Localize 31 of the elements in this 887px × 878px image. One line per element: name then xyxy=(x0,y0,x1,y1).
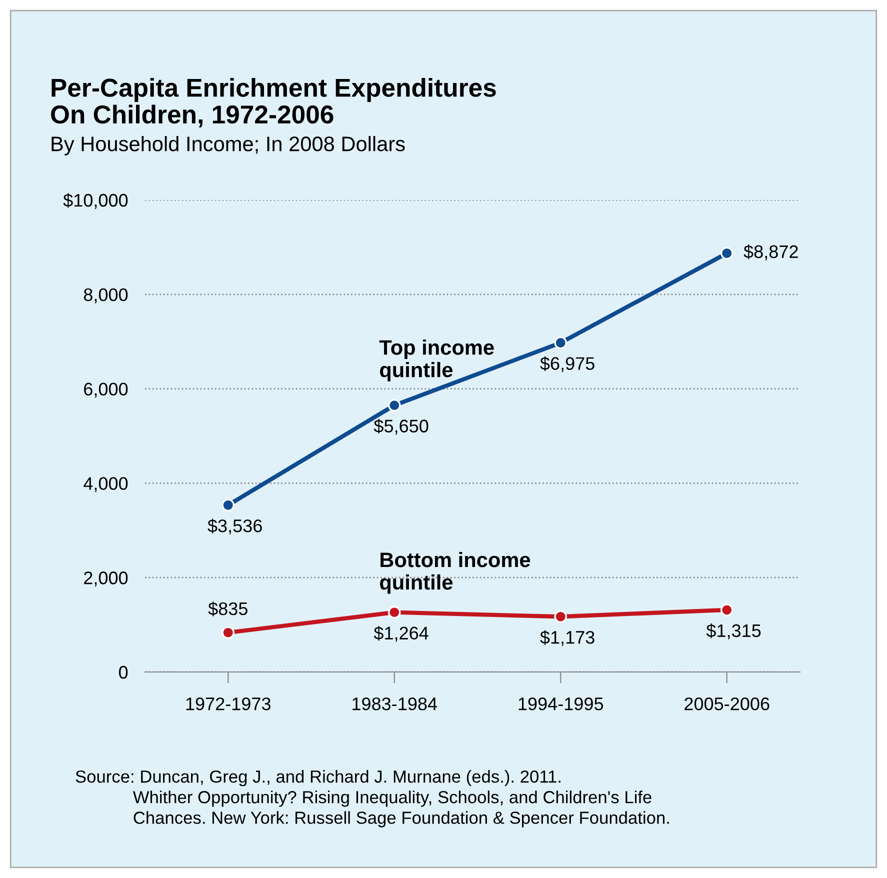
y-tick-label: 4,000 xyxy=(84,477,128,492)
point xyxy=(388,606,401,619)
source-note: Source: Duncan, Greg J., and Richard J. Murnane (eds.). 2011. Whither Opportunity? Rising Inequality, Schools, and Children's Life Chances. New York: Russell Sage Foundation & Spencer Foundation. xyxy=(76,770,669,828)
point xyxy=(554,336,567,350)
point xyxy=(720,604,734,616)
y-tick-label: $10,000 xyxy=(63,193,128,209)
point xyxy=(554,610,567,624)
x-tick-label: 2005-2006 xyxy=(684,697,770,710)
chart-subtitle: By Household Income; In 2008 Dollars xyxy=(52,136,405,156)
y-tick-label: 6,000 xyxy=(84,382,128,398)
y-tick-label: 2,000 xyxy=(84,572,128,586)
data-label: $6,975 xyxy=(540,356,594,372)
data-label: $3,536 xyxy=(208,518,262,534)
x-tick-label: 1972-1973 xyxy=(186,697,271,710)
data-label: $5,650 xyxy=(374,418,428,435)
data-label: $1,264 xyxy=(374,626,428,642)
point xyxy=(222,498,235,512)
y-tick-label: 0 xyxy=(119,666,128,679)
x-tick-label: 1983-1984 xyxy=(352,697,438,710)
data-label: $1,173 xyxy=(540,630,594,646)
point xyxy=(388,398,401,412)
y-tick-label: 8,000 xyxy=(84,288,128,304)
data-label: $1,315 xyxy=(706,624,761,640)
data-label: $835 xyxy=(208,602,248,616)
point xyxy=(720,246,734,260)
series-label: Bottom income quintile xyxy=(380,552,530,594)
point xyxy=(222,626,235,639)
data-label: $8,872 xyxy=(744,244,798,260)
series-label: Top income quintile xyxy=(379,340,494,382)
x-tick-label: 1994-1995 xyxy=(518,697,604,710)
chart-title: Per-Capita Enrichment Expenditures On Children, 1972-2006 xyxy=(51,78,496,128)
